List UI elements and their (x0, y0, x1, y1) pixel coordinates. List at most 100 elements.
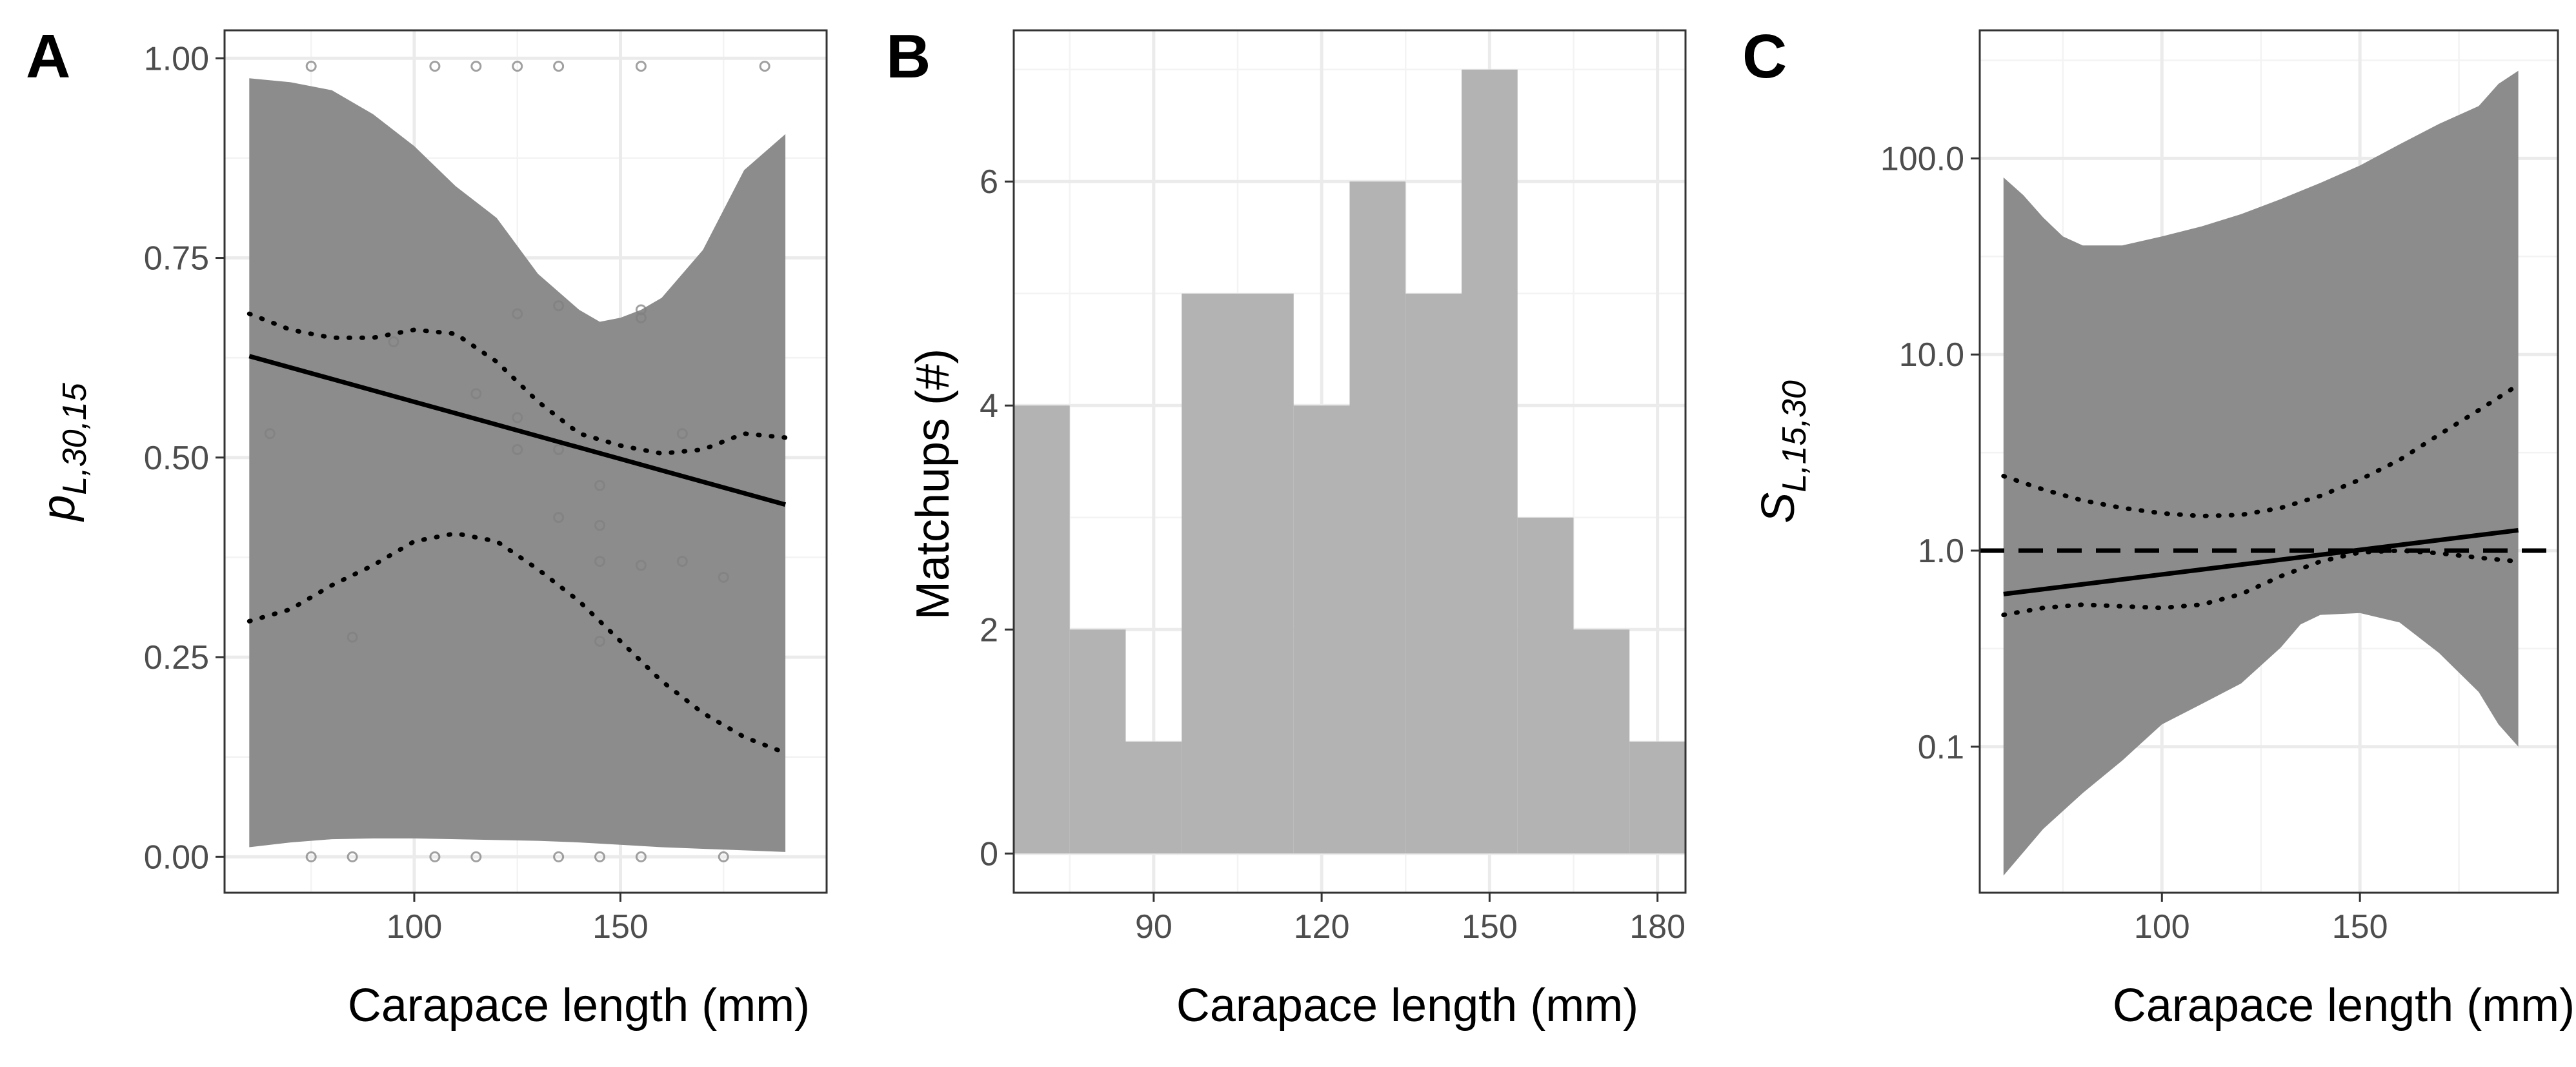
panel-c-y-tick-label: 0.1 (1918, 729, 1964, 766)
data-point (635, 304, 647, 316)
confidence-ribbon (2003, 70, 2519, 876)
panel-b-tag: B (886, 22, 931, 91)
panel-b-y-tick-label: 2 (980, 611, 998, 649)
histogram-bar (1125, 741, 1182, 854)
panel-b-y-tick-label: 6 (980, 163, 998, 201)
panel-a-frame (223, 29, 828, 894)
panel-b-x-tick-label: 180 (1629, 908, 1685, 946)
panel-c-x-tick-label: 100 (2134, 908, 2190, 946)
panel-b-marks (1014, 69, 1685, 854)
data-point (429, 851, 441, 862)
panel-c-y-tick-label: 100.0 (1880, 140, 1964, 178)
panel-c-y-axis-title: SL,15,30 (1753, 380, 1813, 523)
inner-band-upper-line (247, 311, 788, 456)
data-point (512, 412, 523, 423)
data-point (676, 428, 688, 440)
data-point (553, 851, 565, 862)
data-point (635, 312, 647, 323)
panel-a-plot-area: 100 150 0.00 0.25 0.50 0.75 1.00 (144, 29, 828, 946)
panel-b-y-axis-title: Matchups (#) (907, 349, 959, 620)
histogram-bar (1014, 405, 1070, 854)
panel-c: C 100 150 0.1 1.0 10.0 100.0 Carapace length … (1742, 22, 2575, 1031)
histogram-bar (1462, 69, 1518, 854)
panel-b-x-axis-title: Carapace length (mm) (1176, 980, 1638, 1031)
panel-c-x-axis-title: Carapace length (mm) (2113, 980, 2575, 1031)
panel-a-y-tick-label: 0.50 (144, 440, 209, 477)
panel-c-tag: C (1742, 22, 1787, 91)
panel-b-frame (1012, 29, 1687, 894)
histogram-bar (1293, 405, 1350, 854)
data-point (470, 851, 482, 862)
data-point (635, 61, 647, 72)
panel-a-y-axis-subscript: L,30,15 (56, 382, 94, 495)
histogram-bar (1182, 293, 1238, 854)
panel-a-y-tick-label: 0.25 (144, 639, 209, 676)
data-point (676, 556, 688, 567)
panel-c-plot-area: 100 150 0.1 1.0 10.0 100.0 (1880, 29, 2559, 946)
data-point (512, 308, 523, 320)
panel-b-plot-area: 90 120 150 180 0 2 4 6 (980, 29, 1687, 946)
data-point (718, 851, 729, 862)
histogram-bar (1238, 293, 1294, 854)
data-point (635, 851, 647, 862)
inner-band-lower-line (247, 531, 788, 755)
data-point (512, 61, 523, 72)
data-point (635, 560, 647, 571)
data-point (470, 388, 482, 400)
panel-a-y-tick-label: 0.00 (144, 838, 209, 876)
histogram-bar (1349, 181, 1406, 854)
histogram-bar (1069, 629, 1126, 854)
data-point (594, 520, 606, 531)
panel-c-y-axis-subscript: L,15,30 (1776, 380, 1813, 493)
data-point (347, 631, 358, 643)
panel-a-marks (247, 61, 788, 862)
data-point (594, 851, 606, 862)
data-point (512, 443, 523, 455)
panel-b-y-tick-label: 4 (980, 387, 998, 425)
panel-b-x-tick-label: 90 (1135, 908, 1172, 946)
histogram-bar (1573, 629, 1630, 854)
fit-line (248, 354, 787, 507)
panel-c-frame (1978, 29, 2559, 894)
histogram-bar (1405, 293, 1462, 854)
panel-a: A 100 150 0.00 0.25 0.50 0.75 1.00 Carapace le… (26, 22, 828, 1031)
data-point (594, 556, 606, 567)
panel-b-x-tick-label: 150 (1462, 908, 1518, 946)
inner-band-lower-line (2001, 548, 2521, 618)
histogram-bar (1629, 741, 1685, 854)
panel-a-tag: A (26, 22, 70, 91)
data-point (553, 443, 565, 455)
panel-c-y-tick-label: 10.0 (1899, 336, 1964, 374)
panel-c-y-axis-symbol: S (1753, 493, 1804, 523)
panel-a-x-tick-label: 150 (592, 908, 649, 946)
panel-a-x-axis-title: Carapace length (mm) (348, 980, 810, 1031)
panel-a-y-tick-label: 1.00 (144, 40, 209, 77)
data-point (553, 512, 565, 523)
data-point (553, 300, 565, 312)
data-point (594, 635, 606, 647)
panel-c-x-tick-label: 150 (2332, 908, 2388, 946)
data-point (305, 851, 317, 862)
data-point (388, 336, 399, 347)
panel-a-y-axis-symbol: p (33, 495, 85, 522)
panel-b-y-tick-label: 0 (980, 835, 998, 873)
data-point (429, 61, 441, 72)
panel-a-x-tick-label: 100 (387, 908, 443, 946)
data-point (305, 61, 317, 72)
inner-band-upper-line (2001, 382, 2521, 519)
data-point (264, 428, 276, 440)
data-point (594, 480, 606, 491)
data-point (718, 571, 729, 583)
panel-c-marks (1980, 70, 2558, 876)
data-point (347, 851, 358, 862)
panel-b: B 90 120 150 180 0 2 4 6 Carapace length (mm) M… (886, 22, 1687, 1031)
panel-c-y-tick-label: 1.0 (1918, 533, 1964, 570)
data-point (759, 61, 770, 72)
histogram-bar (1517, 517, 1574, 854)
panel-a-y-axis-title: pL,30,15 (33, 382, 94, 522)
confidence-ribbon (249, 78, 786, 852)
panel-a-y-tick-label: 0.75 (144, 240, 209, 278)
data-point (470, 61, 482, 72)
panel-b-x-tick-label: 120 (1294, 908, 1350, 946)
